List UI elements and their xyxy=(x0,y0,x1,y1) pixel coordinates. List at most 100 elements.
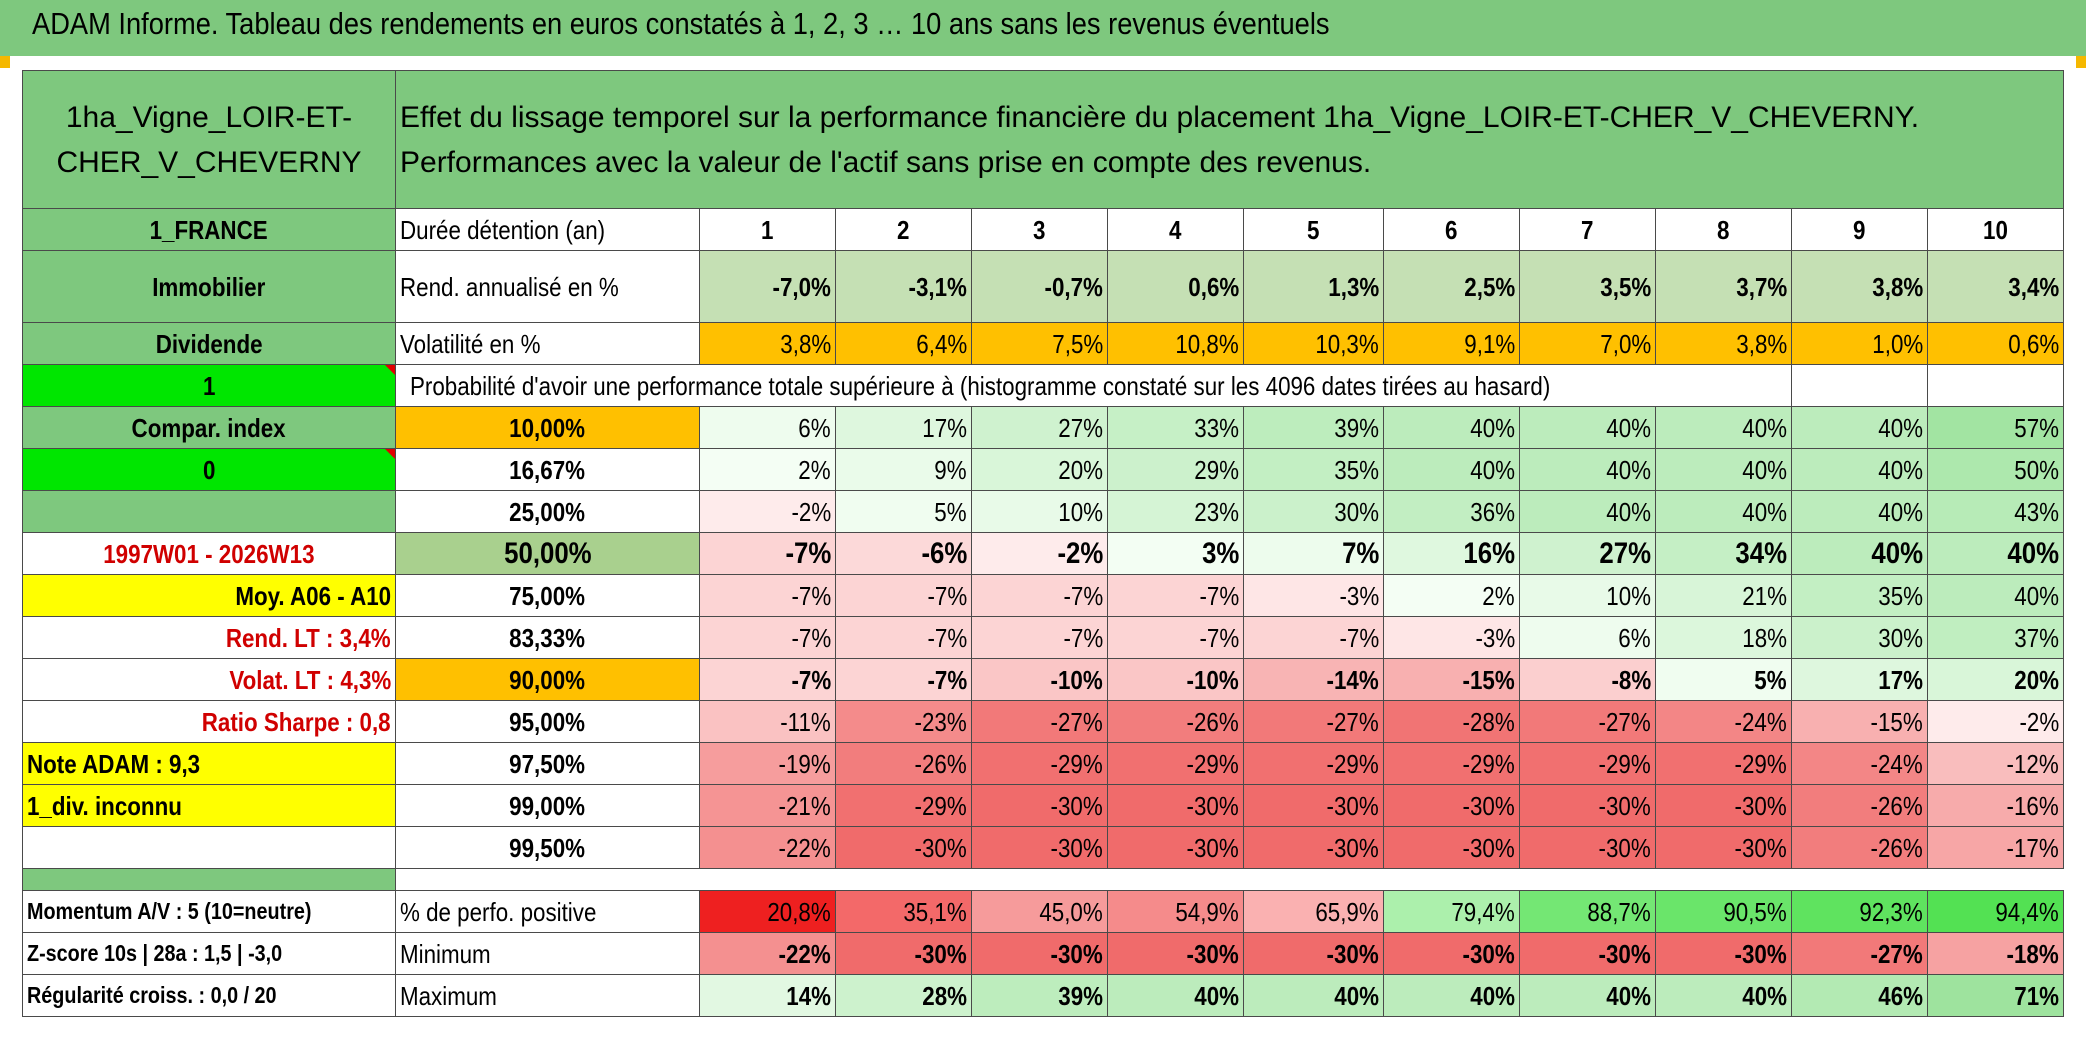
momentum-cell: Momentum A/V : 5 (10=neutre) xyxy=(22,890,396,933)
volat-value: 0,6% xyxy=(2008,328,2059,359)
quantile-value-cell: 40% xyxy=(1383,448,1520,491)
quantile-value: 23% xyxy=(1194,496,1239,527)
minimum-value-cell: -22% xyxy=(699,932,836,975)
quantile-value-cell: -22% xyxy=(699,826,836,869)
empty-cell xyxy=(1791,364,1928,407)
quantile-value: 36% xyxy=(1470,496,1515,527)
quantile-row: Rend. LT : 3,4% 83,33% -7% -7% -7% -7% -7% -3% 6… xyxy=(22,616,2064,659)
quantile-value: -30% xyxy=(1326,790,1379,821)
quantile-value: 30% xyxy=(1334,496,1379,527)
maximum-value: 39% xyxy=(1058,980,1103,1011)
quantile-label-cell: 50,00% xyxy=(395,532,700,575)
perf_pos-value: 92,3% xyxy=(1859,896,1923,927)
volat-value: 1,0% xyxy=(1872,328,1923,359)
corner-marker xyxy=(0,56,10,68)
quantile-value-cell: -7% xyxy=(1107,616,1244,659)
quantile-value: -7% xyxy=(791,580,831,611)
moy-label: Moy. A06 - A10 xyxy=(235,580,391,611)
quantile-value: -29% xyxy=(1462,748,1515,779)
quantile-value-cell: -10% xyxy=(971,658,1108,701)
maximum-value-cell: 40% xyxy=(1107,974,1244,1017)
quantile-label-cell: 99,00% xyxy=(395,784,700,827)
quantile-value-cell: 50% xyxy=(1927,448,2064,491)
rend-value: 3,5% xyxy=(1600,271,1651,302)
country: 1_FRANCE xyxy=(149,214,269,245)
sharpe-ratio: Ratio Sharpe : 0,8 xyxy=(202,706,391,737)
quantile-value-cell: 30% xyxy=(1791,616,1928,659)
quantile-value: 27% xyxy=(1058,412,1103,443)
quantile-label: 99,50% xyxy=(509,832,586,863)
rend-label-cell: Rend. annualisé en % xyxy=(395,250,700,323)
minimum-value: -30% xyxy=(914,938,967,969)
volat-label-cell: Volatilité en % xyxy=(395,322,700,365)
quantile-value: -30% xyxy=(1462,790,1515,821)
quantile-value: -30% xyxy=(1186,832,1239,863)
quantile-row: 25,00% -2% 5% 10% 23% 30% 36% 40% 40% 40% 43% xyxy=(22,490,2064,533)
quantile-value: -29% xyxy=(1734,748,1787,779)
rend-value: 3,8% xyxy=(1872,271,1923,302)
quantile-value: -29% xyxy=(1186,748,1239,779)
quantile-value-cell: 40% xyxy=(1519,490,1656,533)
quantile-value: -7% xyxy=(927,580,967,611)
quantile-value-cell: -26% xyxy=(1791,784,1928,827)
quantile-value-cell: -15% xyxy=(1791,700,1928,743)
maximum-value: 71% xyxy=(2014,980,2059,1011)
quantile-value-cell: 21% xyxy=(1655,574,1792,617)
rend-value: 1,3% xyxy=(1328,271,1379,302)
quantile-label-cell: 75,00% xyxy=(395,574,700,617)
quantile-value-cell: -3% xyxy=(1243,574,1384,617)
quantile-value: 34% xyxy=(1735,536,1787,570)
quantile-value-cell: 40% xyxy=(1519,448,1656,491)
maximum-label: Maximum xyxy=(400,980,497,1011)
duration-label: Durée détention (an) xyxy=(400,214,606,245)
rend-value: -0,7% xyxy=(1044,271,1103,302)
quantile-label: 16,67% xyxy=(509,454,586,485)
quantile-value-cell: 40% xyxy=(1791,490,1928,533)
quantile-value: 3% xyxy=(1201,536,1239,570)
volat-value: 10,8% xyxy=(1175,328,1239,359)
quantile-value-cell: -30% xyxy=(971,784,1108,827)
maximum-value: 40% xyxy=(1194,980,1239,1011)
quantile-row: 1997W01 - 2026W13 50,00% -7% -6% -2% 3% 7% 16% 2… xyxy=(22,532,2064,575)
quantile-value: -7% xyxy=(791,622,831,653)
quantile-value-cell: -2% xyxy=(699,490,836,533)
quantile-value: -8% xyxy=(1611,664,1651,695)
quantile-value-cell: -16% xyxy=(1927,784,2064,827)
quantile-value-cell: -7% xyxy=(835,616,972,659)
volat-cell: 7,0% xyxy=(1519,322,1656,365)
perf_pos-row: Momentum A/V : 5 (10=neutre) % de perfo. … xyxy=(22,890,2064,933)
quantile-value: -30% xyxy=(1598,832,1651,863)
quantile-value: -21% xyxy=(778,790,831,821)
quantile-value: 18% xyxy=(1742,622,1787,653)
compar-index-value-cell[interactable]: 0 xyxy=(22,448,396,491)
year-header-cell: 6 xyxy=(1383,208,1520,251)
quantile-value: -16% xyxy=(2006,790,2059,821)
year-header: 5 xyxy=(1307,214,1320,245)
quantile-value-cell: -30% xyxy=(1655,784,1792,827)
quantile-label: 10,00% xyxy=(509,412,586,443)
volat-cell: 7,5% xyxy=(971,322,1108,365)
minimum-value: -30% xyxy=(1598,938,1651,969)
quantile-row: Moy. A06 - A10 75,00% -7% -7% -7% -7% -3% 2% 10%… xyxy=(22,574,2064,617)
rend-cell: 0,6% xyxy=(1107,250,1244,323)
quantile-label: 50,00% xyxy=(503,536,592,570)
quantile-value: -14% xyxy=(1326,664,1379,695)
quantile-value-cell: 40% xyxy=(1927,532,2064,575)
quantile-value-cell: -7% xyxy=(699,574,836,617)
quantile-value: -30% xyxy=(1186,790,1239,821)
quantile-value-cell: 5% xyxy=(1655,658,1792,701)
quantile-label: 90,00% xyxy=(509,664,586,695)
quantile-value: -28% xyxy=(1462,706,1515,737)
quantile-value: -27% xyxy=(1050,706,1103,737)
perf_pos-label-cell: % de perfo. positive xyxy=(395,890,700,933)
dividend-value-cell[interactable]: 1 xyxy=(22,364,396,407)
quantile-value-cell: 5% xyxy=(835,490,972,533)
adam-note: Note ADAM : 9,3 xyxy=(27,748,201,779)
quantile-value-cell: 36% xyxy=(1383,490,1520,533)
quantile-value-cell: -11% xyxy=(699,700,836,743)
minimum-value-cell: -30% xyxy=(835,932,972,975)
rend-value: 3,7% xyxy=(1736,271,1787,302)
quantile-value: -24% xyxy=(1734,706,1787,737)
minimum-value-cell: -30% xyxy=(1519,932,1656,975)
quantile-value-cell: -21% xyxy=(699,784,836,827)
